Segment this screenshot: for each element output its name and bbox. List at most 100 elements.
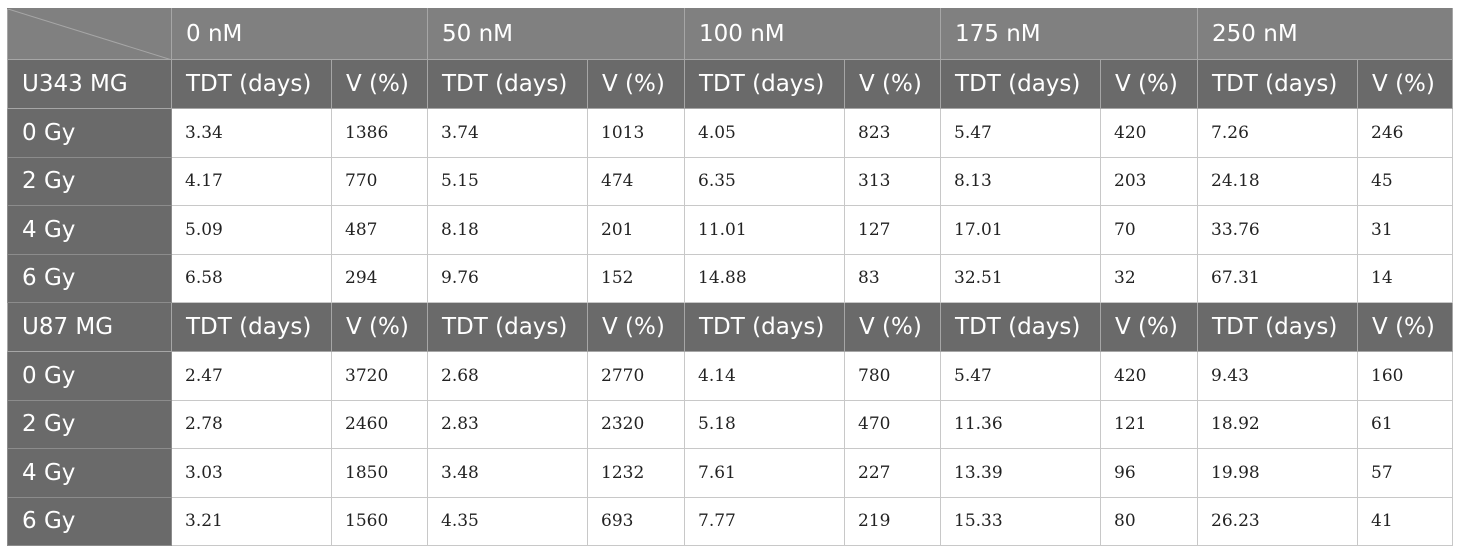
table-row: 2 Gy 2.78 2460 2.83 2320 5.18 470 11.36 121 18.92…	[7, 399, 1454, 449]
v-value-cell: 420	[1100, 351, 1199, 401]
v-value-cell: 31	[1357, 205, 1454, 255]
v-value-cell: 121	[1100, 399, 1199, 449]
tdt-value-cell: 14.88	[684, 253, 845, 303]
v-value-cell: 83	[843, 253, 942, 303]
cell-line-header-row: U87 MG TDT (days) V (%) TDT (days) V (%) TDT …	[7, 302, 1454, 352]
tdt-value-cell: 3.74	[427, 108, 588, 158]
dose-label: 2 Gy	[7, 399, 172, 449]
concentration-header-row: 0 nM 50 nM 100 nM 175 nM 250 nM	[7, 8, 1454, 60]
v-column-header: V (%)	[843, 302, 942, 352]
table-container: 0 nM 50 nM 100 nM 175 nM 250 nM U343 MG T…	[7, 8, 1454, 546]
v-value-cell: 45	[1357, 156, 1454, 206]
tdt-value-cell: 5.18	[684, 399, 845, 449]
v-value-cell: 420	[1100, 108, 1199, 158]
tdt-value-cell: 18.92	[1197, 399, 1359, 449]
tdt-value-cell: 5.47	[940, 351, 1102, 401]
v-value-cell: 2770	[587, 351, 685, 401]
v-column-header: V (%)	[331, 59, 428, 109]
tdt-value-cell: 11.01	[684, 205, 845, 255]
tdt-value-cell: 3.48	[427, 448, 588, 498]
cell-line-header-row: U343 MG TDT (days) V (%) TDT (days) V (%) TDT…	[7, 59, 1454, 109]
v-value-cell: 780	[843, 351, 942, 401]
dose-label: 0 Gy	[7, 108, 172, 158]
tdt-column-header: TDT (days)	[427, 59, 588, 109]
v-value-cell: 487	[331, 205, 428, 255]
tdt-value-cell: 5.47	[940, 108, 1102, 158]
cell-line-label: U343 MG	[7, 59, 172, 109]
tdt-value-cell: 19.98	[1197, 448, 1359, 498]
v-value-cell: 80	[1100, 496, 1199, 546]
v-value-cell: 294	[331, 253, 428, 303]
tdt-value-cell: 4.14	[684, 351, 845, 401]
tdt-value-cell: 5.09	[171, 205, 332, 255]
tdt-value-cell: 2.83	[427, 399, 588, 449]
tdt-value-cell: 9.43	[1197, 351, 1359, 401]
tdt-column-header: TDT (days)	[171, 302, 332, 352]
v-value-cell: 474	[587, 156, 685, 206]
v-value-cell: 227	[843, 448, 942, 498]
tdt-value-cell: 6.35	[684, 156, 845, 206]
dose-label: 0 Gy	[7, 351, 172, 401]
tdt-column-header: TDT (days)	[940, 302, 1102, 352]
tdt-value-cell: 7.26	[1197, 108, 1359, 158]
v-column-header: V (%)	[1357, 302, 1454, 352]
table-body: U343 MG TDT (days) V (%) TDT (days) V (%) TDT…	[7, 59, 1454, 546]
tdt-value-cell: 4.17	[171, 156, 332, 206]
dose-label: 6 Gy	[7, 496, 172, 546]
tdt-value-cell: 15.33	[940, 496, 1102, 546]
concentration-header: 175 nM	[940, 8, 1199, 60]
v-value-cell: 14	[1357, 253, 1454, 303]
tdt-value-cell: 9.76	[427, 253, 588, 303]
v-column-header: V (%)	[843, 59, 942, 109]
tdt-column-header: TDT (days)	[684, 302, 845, 352]
data-table: 0 nM 50 nM 100 nM 175 nM 250 nM U343 MG T…	[7, 8, 1454, 546]
tdt-value-cell: 32.51	[940, 253, 1102, 303]
v-value-cell: 70	[1100, 205, 1199, 255]
v-value-cell: 2320	[587, 399, 685, 449]
tdt-value-cell: 26.23	[1197, 496, 1359, 546]
v-value-cell: 1013	[587, 108, 685, 158]
tdt-value-cell: 13.39	[940, 448, 1102, 498]
tdt-value-cell: 3.03	[171, 448, 332, 498]
dose-label: 4 Gy	[7, 205, 172, 255]
tdt-value-cell: 7.61	[684, 448, 845, 498]
tdt-value-cell: 67.31	[1197, 253, 1359, 303]
table-row: 2 Gy 4.17 770 5.15 474 6.35 313 8.13 203 24.18 45	[7, 156, 1454, 206]
v-value-cell: 1850	[331, 448, 428, 498]
tdt-column-header: TDT (days)	[684, 59, 845, 109]
dose-label: 6 Gy	[7, 253, 172, 303]
concentration-header: 50 nM	[427, 8, 685, 60]
tdt-value-cell: 4.35	[427, 496, 588, 546]
table-row: 6 Gy 3.21 1560 4.35 693 7.77 219 15.33 80 26.23 41	[7, 496, 1454, 546]
tdt-value-cell: 7.77	[684, 496, 845, 546]
v-value-cell: 313	[843, 156, 942, 206]
tdt-value-cell: 33.76	[1197, 205, 1359, 255]
v-value-cell: 470	[843, 399, 942, 449]
tdt-value-cell: 24.18	[1197, 156, 1359, 206]
v-value-cell: 219	[843, 496, 942, 546]
dose-label: 2 Gy	[7, 156, 172, 206]
v-value-cell: 61	[1357, 399, 1454, 449]
v-column-header: V (%)	[331, 302, 428, 352]
v-column-header: V (%)	[1357, 59, 1454, 109]
v-value-cell: 1560	[331, 496, 428, 546]
v-value-cell: 127	[843, 205, 942, 255]
table-row: 0 Gy 2.47 3720 2.68 2770 4.14 780 5.47 420 9.43 16…	[7, 351, 1454, 401]
v-value-cell: 160	[1357, 351, 1454, 401]
v-value-cell: 2460	[331, 399, 428, 449]
v-value-cell: 41	[1357, 496, 1454, 546]
v-column-header: V (%)	[587, 59, 685, 109]
table-row: 4 Gy 3.03 1850 3.48 1232 7.61 227 13.39 96 19.98 5…	[7, 448, 1454, 498]
v-value-cell: 3720	[331, 351, 428, 401]
tdt-value-cell: 17.01	[940, 205, 1102, 255]
v-value-cell: 201	[587, 205, 685, 255]
v-value-cell: 1232	[587, 448, 685, 498]
v-value-cell: 823	[843, 108, 942, 158]
v-column-header: V (%)	[1100, 302, 1199, 352]
tdt-value-cell: 2.47	[171, 351, 332, 401]
tdt-value-cell: 3.34	[171, 108, 332, 158]
tdt-value-cell: 2.78	[171, 399, 332, 449]
table-row: 4 Gy 5.09 487 8.18 201 11.01 127 17.01 70 33.76 31	[7, 205, 1454, 255]
dose-label: 4 Gy	[7, 448, 172, 498]
table-row: 0 Gy 3.34 1386 3.74 1013 4.05 823 5.47 420 7.26 24…	[7, 108, 1454, 158]
